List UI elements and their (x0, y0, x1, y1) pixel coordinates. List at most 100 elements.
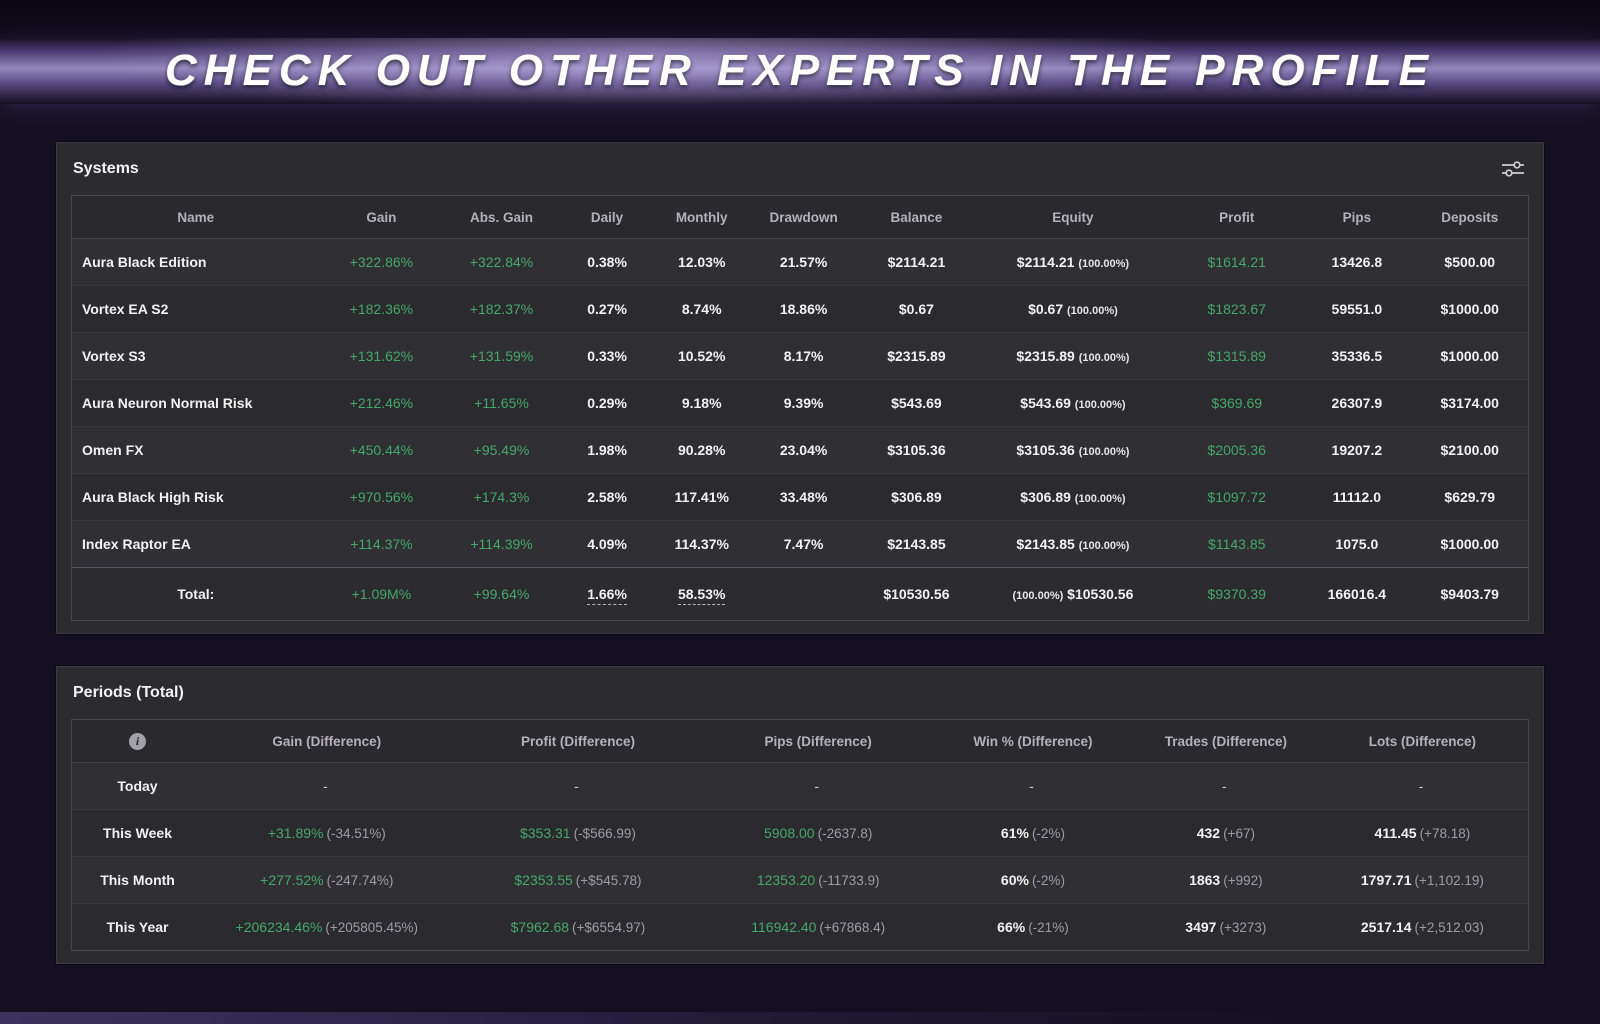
col-drawdown[interactable]: Drawdown (749, 196, 859, 239)
cell-daily: 0.29% (559, 379, 655, 427)
profit-diff: (+$545.78) (575, 873, 642, 888)
gain-diff: (-34.51%) (326, 826, 386, 841)
total-equity-pct: (100.00%) (1012, 590, 1064, 602)
cell-system-name[interactable]: Index Raptor EA (72, 520, 320, 568)
col-equity[interactable]: Equity (974, 196, 1172, 239)
trades-value: - (1222, 778, 1227, 794)
trades-diff: (+67) (1223, 826, 1255, 841)
total-profit: $9370.39 (1171, 567, 1303, 620)
pips-value: - (814, 778, 820, 794)
cell-deposits: $2100.00 (1411, 426, 1528, 474)
cell-pips: 19207.2 (1302, 426, 1412, 474)
system-row[interactable]: Vortex S3 +131.62% +131.59% 0.33% 10.52%… (72, 332, 1528, 380)
col-deposits[interactable]: Deposits (1411, 196, 1528, 239)
total-daily-value[interactable]: 1.66% (587, 586, 627, 605)
periods-header-row: i Gain (Difference) Profit (Difference) … (72, 720, 1528, 763)
col-gain[interactable]: Gain (319, 196, 444, 239)
cell-drawdown: 21.57% (749, 238, 859, 286)
col-name[interactable]: Name (72, 196, 320, 239)
pips-value: 12353.20 (756, 872, 816, 888)
system-row[interactable]: Aura Black High Risk +970.56% +174.3% 2.… (72, 473, 1528, 521)
cell-abs-gain: +131.59% (443, 332, 560, 380)
cell-system-name[interactable]: Aura Black Edition (72, 238, 320, 286)
systems-card: Systems Name (56, 142, 1544, 634)
total-monthly-value[interactable]: 58.53% (677, 586, 726, 605)
equity-pct: (100.00%) (1078, 540, 1130, 552)
system-row[interactable]: Index Raptor EA +114.37% +114.39% 4.09% … (72, 520, 1528, 568)
equity-pct: (100.00%) (1078, 446, 1130, 458)
cell-gain-diff: - (203, 762, 451, 810)
cell-trades-diff: - (1134, 762, 1317, 810)
cell-win-diff: - (931, 762, 1135, 810)
pips-value: 116942.40 (751, 919, 817, 935)
cell-balance: $0.67 (858, 285, 975, 333)
total-label: Total: (72, 567, 320, 620)
col-lots-diff: Lots (Difference) (1316, 720, 1528, 763)
cell-system-name[interactable]: Vortex EA S2 (72, 285, 320, 333)
cell-system-name[interactable]: Omen FX (72, 426, 320, 474)
cell-system-name[interactable]: Aura Black High Risk (72, 473, 320, 521)
total-equity-value: $10530.56 (1067, 586, 1134, 602)
trades-diff: (+992) (1223, 873, 1263, 888)
equity-value: $2143.85 (1016, 536, 1075, 552)
cell-balance: $543.69 (858, 379, 975, 427)
cell-drawdown: 8.17% (749, 332, 859, 380)
period-row: This Week +31.89% (-34.51%) $353.31 (-$566… (72, 809, 1528, 857)
total-gain: +1.09M% (319, 567, 444, 620)
cell-pips: 13426.8 (1302, 238, 1412, 286)
cell-lots-diff: - (1316, 762, 1528, 810)
cell-abs-gain: +174.3% (443, 473, 560, 521)
col-daily[interactable]: Daily (559, 196, 655, 239)
cell-drawdown: 7.47% (749, 520, 859, 568)
win-diff: (-2%) (1031, 873, 1065, 888)
col-profit[interactable]: Profit (1171, 196, 1303, 239)
gain-value: - (322, 778, 328, 794)
cell-monthly: 9.18% (654, 379, 749, 427)
cell-daily: 0.38% (559, 238, 655, 286)
col-balance[interactable]: Balance (858, 196, 975, 239)
cell-gain-diff: +31.89% (-34.51%) (203, 809, 451, 857)
cell-gain: +212.46% (319, 379, 444, 427)
systems-table-wrap: Name Gain Abs. Gain Daily Monthly Drawdo… (71, 195, 1529, 621)
cell-drawdown: 9.39% (749, 379, 859, 427)
banner-text: CHECK OUT OTHER EXPERTS IN THE PROFILE (165, 46, 1435, 95)
col-monthly[interactable]: Monthly (654, 196, 749, 239)
cell-system-name[interactable]: Vortex S3 (72, 332, 320, 380)
trades-value: 432 (1196, 825, 1221, 841)
cell-win-diff: 60% (-2%) (931, 856, 1135, 904)
pips-diff: (-11733.9) (818, 873, 880, 888)
profit-value: $2353.55 (514, 872, 573, 888)
cell-period-label: This Month (72, 856, 204, 904)
system-row[interactable]: Vortex EA S2 +182.36% +182.37% 0.27% 8.7… (72, 285, 1528, 333)
cell-abs-gain: +95.49% (443, 426, 560, 474)
trades-value: 3497 (1185, 919, 1217, 935)
profit-diff: (+$6554.97) (572, 920, 646, 935)
cell-profit: $1614.21 (1171, 238, 1303, 286)
cell-equity: $543.69 (100.00%) (974, 379, 1172, 427)
gain-diff: (-247.74%) (326, 873, 394, 888)
win-diff: (-21%) (1028, 920, 1069, 935)
system-row[interactable]: Aura Black Edition +322.86% +322.84% 0.3… (72, 238, 1528, 286)
periods-table: i Gain (Difference) Profit (Difference) … (72, 720, 1528, 950)
cell-deposits: $500.00 (1411, 238, 1528, 286)
filter-sliders-icon[interactable] (1497, 155, 1529, 183)
info-icon[interactable]: i (129, 732, 147, 750)
lots-value: 1797.71 (1360, 872, 1412, 888)
bottom-glow (0, 1012, 1600, 1024)
col-pips[interactable]: Pips (1302, 196, 1412, 239)
equity-value: $2315.89 (1016, 348, 1075, 364)
cell-balance: $2315.89 (858, 332, 975, 380)
system-row[interactable]: Omen FX +450.44% +95.49% 1.98% 90.28% 23… (72, 426, 1528, 474)
cell-deposits: $629.79 (1411, 473, 1528, 521)
cell-system-name[interactable]: Aura Neuron Normal Risk (72, 379, 320, 427)
cell-pips-diff: 5908.00 (-2637.8) (705, 809, 932, 857)
system-row[interactable]: Aura Neuron Normal Risk +212.46% +11.65%… (72, 379, 1528, 427)
cell-win-diff: 66% (-21%) (931, 903, 1135, 950)
cell-equity: $2315.89 (100.00%) (974, 332, 1172, 380)
col-abs-gain[interactable]: Abs. Gain (443, 196, 560, 239)
cell-gain: +182.36% (319, 285, 444, 333)
win-value: - (1029, 778, 1034, 794)
cell-profit-diff: $7962.68 (+$6554.97) (450, 903, 706, 950)
cell-abs-gain: +11.65% (443, 379, 560, 427)
cell-deposits: $1000.00 (1411, 520, 1528, 568)
